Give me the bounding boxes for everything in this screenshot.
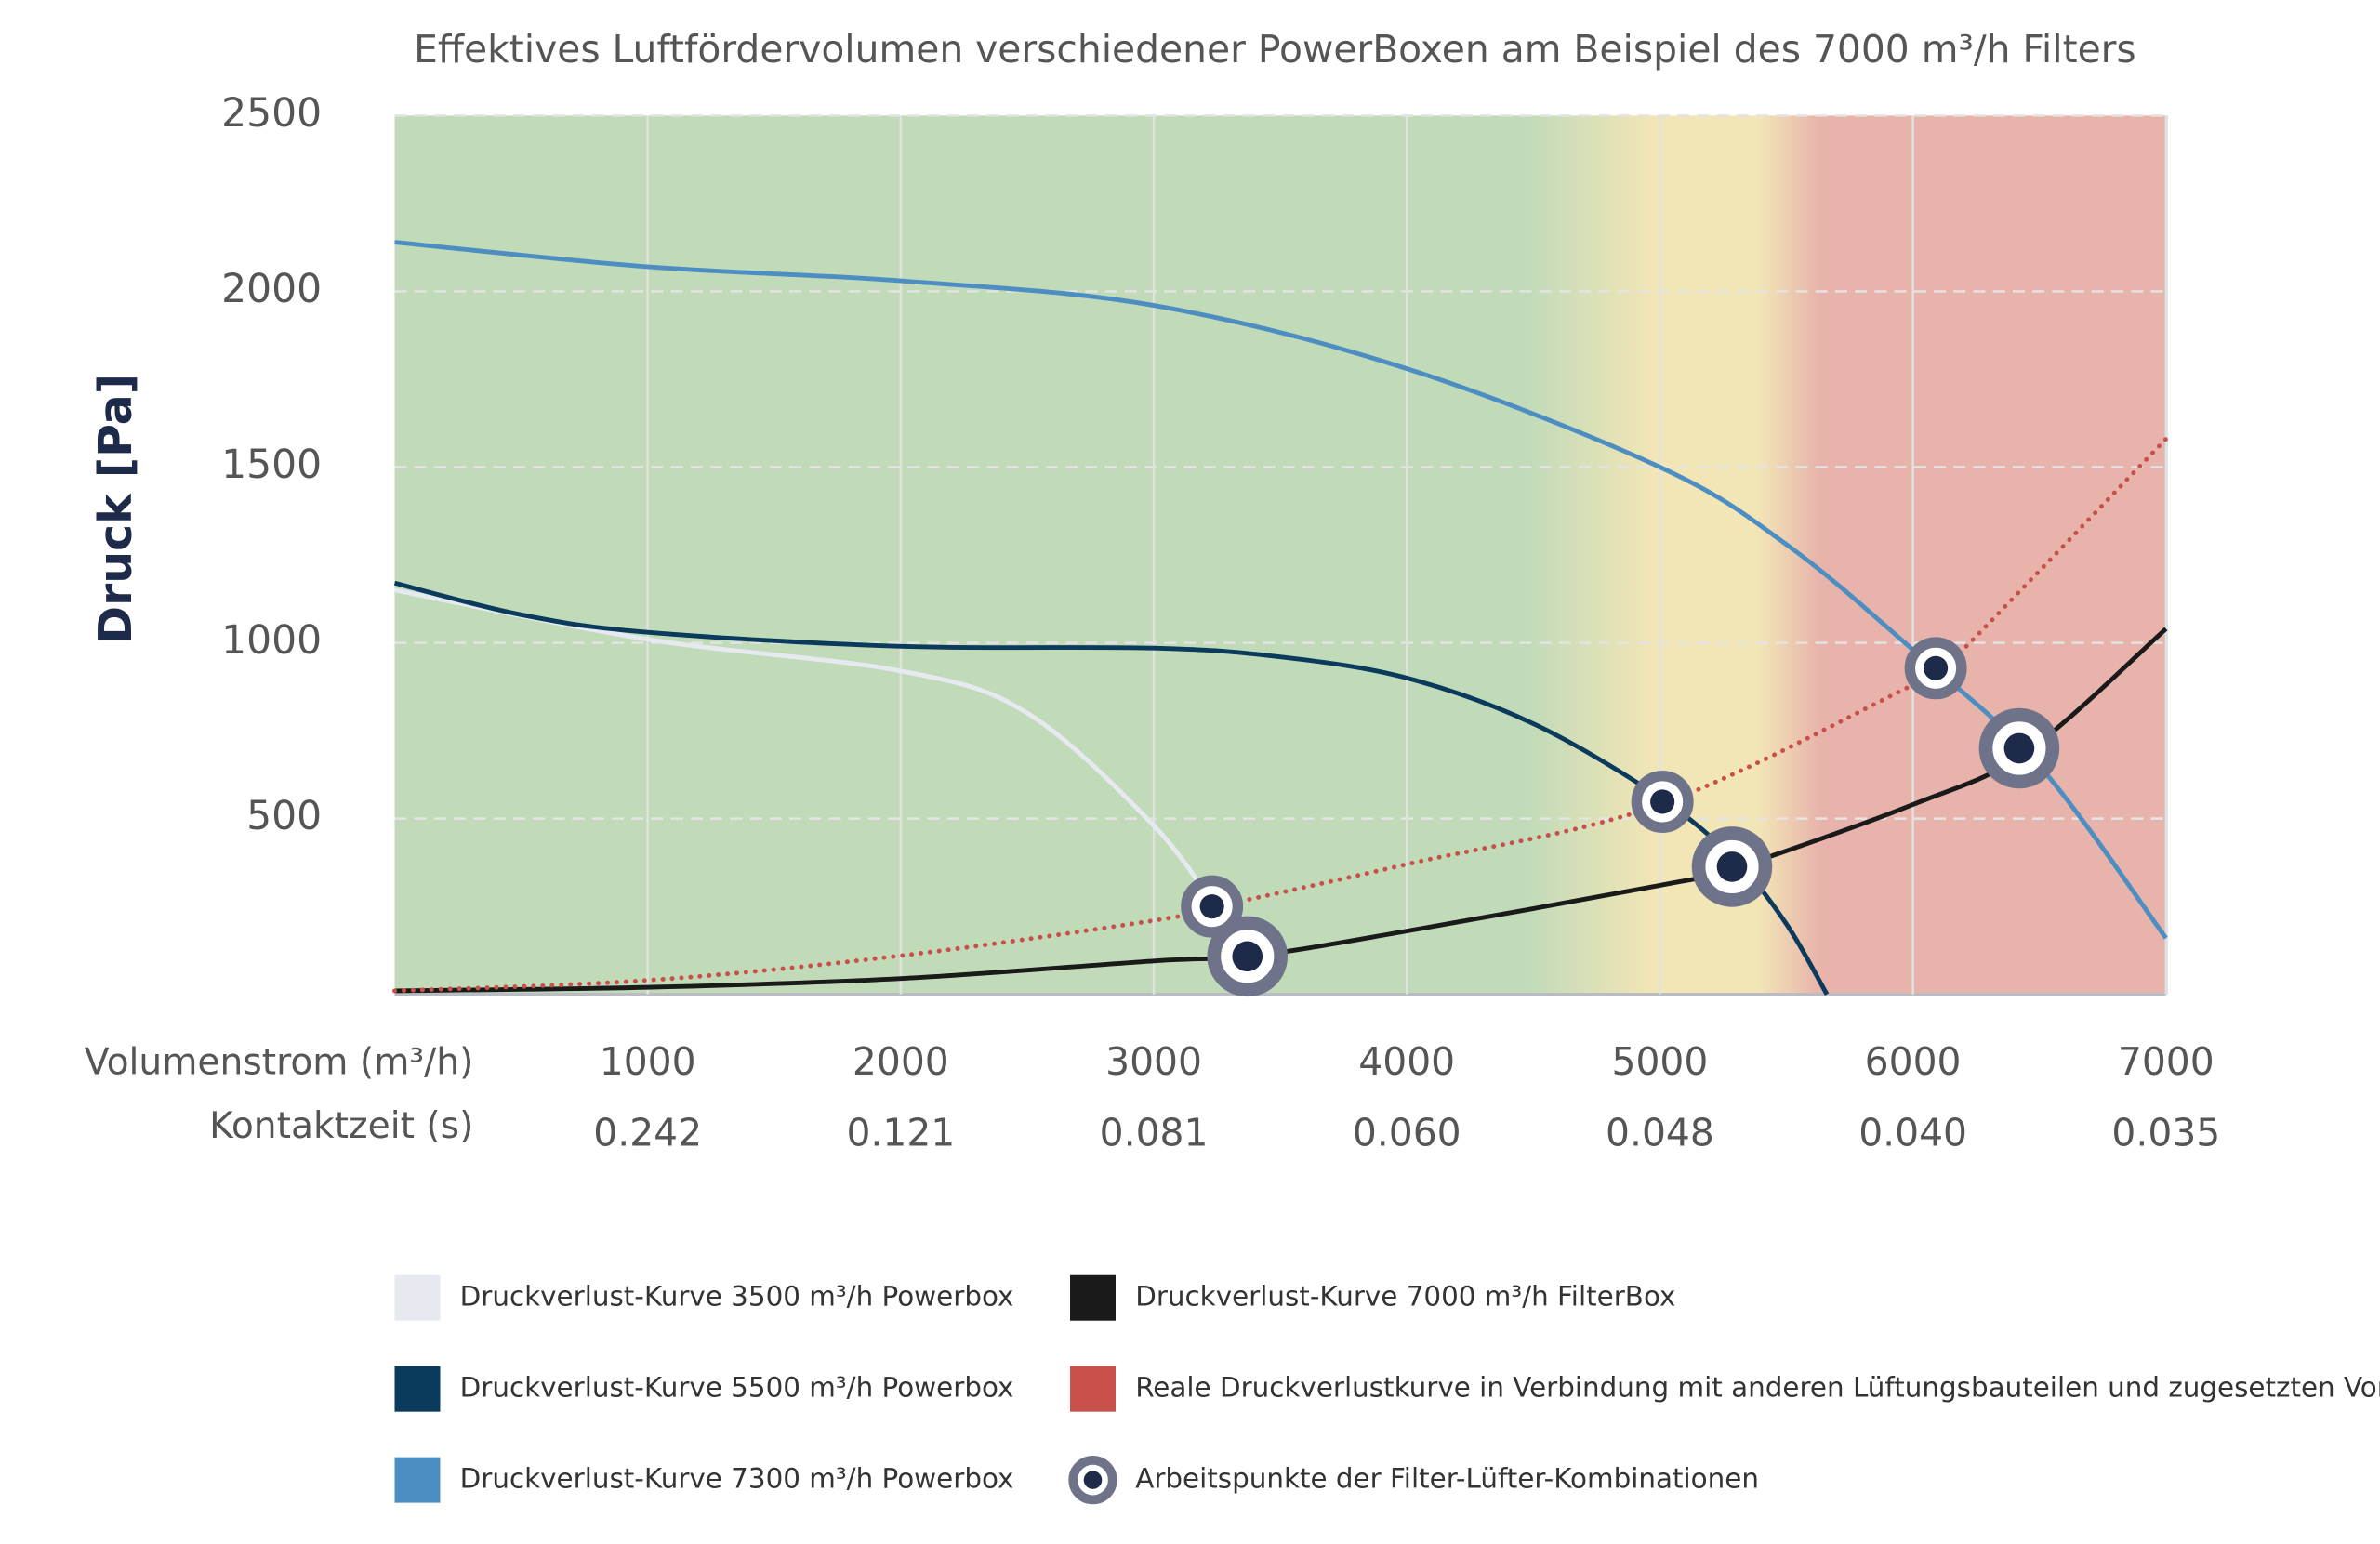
grid: 500 1000 1500 2000 2500 1000 0.242 2000 0.121 300… [221,91,2220,1155]
legend-label: Druckverlust-Kurve 5500 m³/h Powerbox [460,1372,1014,1404]
legend-label: Druckverlust-Kurve 7000 m³/h FilterBox [1135,1281,1675,1313]
contact-time-value: 0.035 [2111,1111,2220,1155]
y-tick-label: 1500 [221,442,322,488]
operating-point-core [1924,655,1949,680]
lines [392,240,2169,996]
x-axis-label: Volumenstrom (m³/h) [85,1041,474,1083]
series-line [394,627,2168,994]
legend-label: Reale Druckverlustkurve in Verbindung mi… [1135,1372,2380,1404]
y-tick-label: 500 [246,794,322,839]
x-tick-label: 1000 [600,1039,696,1084]
y-axis-label: Druck [Pa] [89,374,142,644]
x-tick-label: 7000 [2118,1039,2215,1084]
legend-label: Druckverlust-Kurve 3500 m³/h Powerbox [460,1281,1014,1313]
legend-label: Druckverlust-Kurve 7300 m³/h Powerbox [460,1463,1014,1495]
x-tick-label: 6000 [1865,1039,1962,1084]
legend-swatch [1070,1274,1116,1321]
contact-time-value: 0.048 [1606,1111,1714,1155]
operating-point-core [1232,941,1263,972]
operating-point-core [1650,789,1675,814]
contact-time-label: Kontaktzeit (s) [209,1105,473,1147]
contact-time-value: 0.081 [1100,1111,1209,1155]
contact-time-value: 0.242 [593,1111,702,1155]
legend: Druckverlust-Kurve 3500 m³/h Powerbox Dru… [394,1274,2380,1505]
y-tick-label: 2500 [221,91,322,137]
operating-point-core [1199,894,1224,919]
series-line [394,240,2168,940]
contact-time-value: 0.060 [1353,1111,1461,1155]
plot-background [394,115,2166,995]
operating-point-core [1716,851,1748,882]
contact-time-value: 0.040 [1858,1111,1967,1155]
x-tick-label: 4000 [1358,1039,1455,1084]
legend-point-core [1083,1471,1103,1489]
legend-swatch [394,1366,441,1412]
operating-point-core [2003,732,2035,764]
y-tick-label: 1000 [221,618,322,664]
contact-time-value: 0.121 [846,1111,955,1155]
legend-swatch [394,1274,441,1321]
points [1181,637,2060,997]
x-tick-label: 5000 [1612,1039,1709,1084]
legend-label: Arbeitspunkte der Filter-Lüfter-Kombinat… [1135,1463,1759,1495]
x-tick-label: 3000 [1105,1039,1202,1084]
y-tick-label: 2000 [221,267,322,312]
legend-swatch [394,1457,441,1503]
x-tick-label: 2000 [853,1039,949,1084]
legend-swatch [1070,1366,1116,1412]
chart-title: Effektives Luftfördervolumen verschieden… [414,27,2136,72]
